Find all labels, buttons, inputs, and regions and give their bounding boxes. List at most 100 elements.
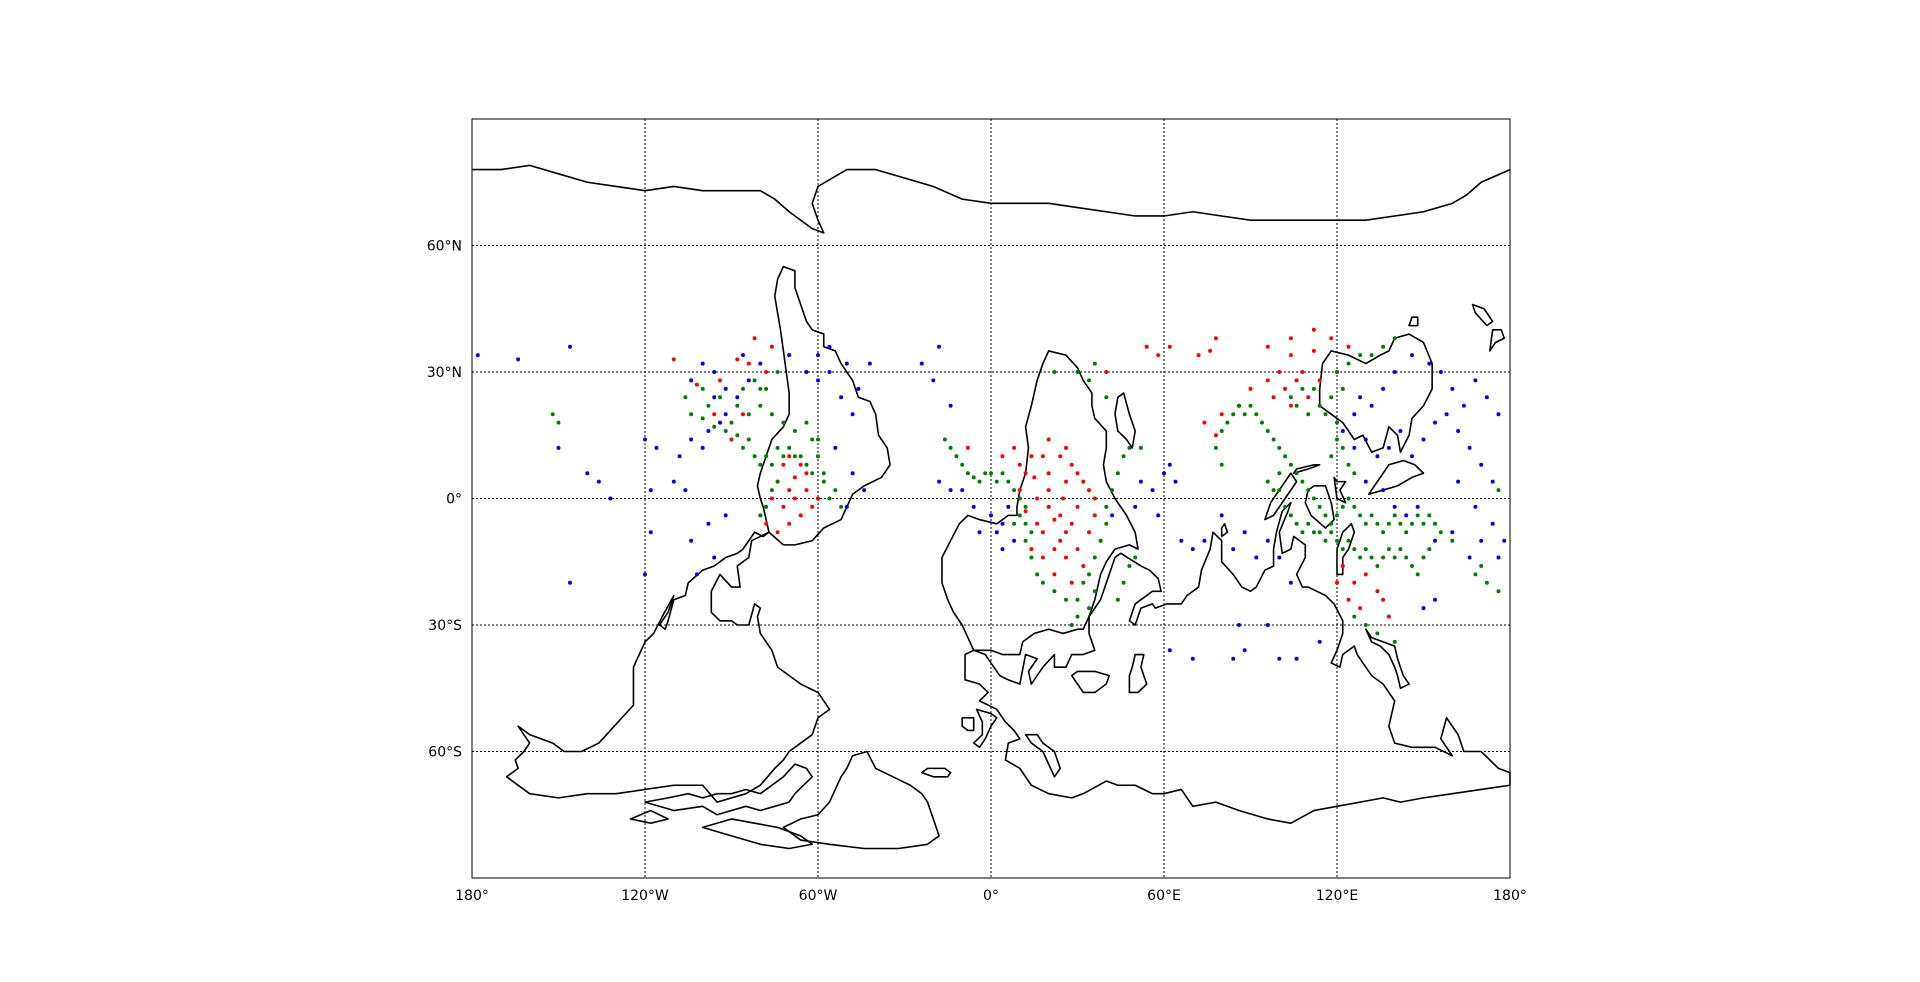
data-point [700,445,705,450]
data-point [1162,471,1166,476]
data-point [1006,504,1011,509]
data-point [1398,429,1403,433]
data-point [1202,538,1207,543]
data-point [1427,547,1432,552]
coastline-sri-lanka [1222,524,1228,537]
data-point [712,424,717,429]
data-point [1473,504,1478,509]
data-point [1438,370,1443,374]
data-point [1335,513,1339,518]
coastline-antarctica [472,165,1510,232]
data-point [1283,454,1288,459]
data-point [1496,555,1501,560]
data-point [1479,538,1484,543]
lon-tick-label: 180° [455,888,489,904]
data-point [1340,429,1345,433]
data-point [1340,504,1345,509]
data-point [1346,361,1351,366]
data-point [1484,395,1489,400]
data-point [960,462,965,467]
data-point [1144,344,1149,349]
data-point [729,420,734,425]
data-point [1110,513,1115,518]
data-point [1271,437,1276,442]
data-point [1490,521,1495,526]
data-point [937,479,942,484]
data-point [1058,513,1063,518]
data-point [1115,471,1120,476]
data-point [1329,395,1334,400]
data-point [706,403,711,408]
data-point [1271,395,1276,400]
data-point [1277,471,1282,476]
data-point [1265,479,1270,484]
data-point [965,471,970,476]
data-point [1219,462,1224,467]
data-point [1381,597,1386,602]
data-point [585,471,590,476]
data-point [1317,378,1322,383]
data-point [1381,386,1386,391]
data-point [1375,564,1380,568]
data-point [1087,378,1091,383]
data-point [1012,445,1017,450]
data-point [694,382,699,387]
data-point [1098,538,1103,543]
data-point [735,395,740,400]
data-point [752,454,757,459]
data-point [1219,513,1224,518]
data-point [1138,479,1143,484]
data-point [1029,555,1034,560]
data-point [1410,454,1414,459]
data-point [643,572,647,577]
data-point [1288,580,1293,585]
data-point [1156,353,1161,358]
data-point [1473,572,1478,577]
data-point [643,437,647,442]
data-point [1000,454,1005,459]
data-point [556,420,561,425]
data-point [775,479,780,484]
lat-tick-label: 0° [446,492,462,508]
data-point [1052,517,1057,522]
data-point [1035,572,1040,577]
data-point [1317,530,1322,535]
data-point [948,488,953,493]
data-point [1069,623,1074,627]
data-point [787,353,792,358]
data-point [1277,488,1282,493]
data-point [746,412,751,417]
data-point [1023,538,1028,543]
data-point [1023,521,1028,526]
data-point [516,357,521,362]
data-point [683,488,688,493]
data-point [1127,564,1132,568]
data-point [764,370,769,374]
coastlines [472,165,1510,848]
data-point [1450,538,1455,543]
data-point [1346,538,1351,543]
data-point [1277,445,1282,450]
data-point [781,420,786,425]
data-point [787,445,792,450]
lon-tick-label: 120°E [1316,888,1359,904]
data-point [1398,521,1403,526]
data-point [556,445,561,450]
data-point [1381,488,1386,493]
lat-tick-label: 60°N [427,239,462,255]
data-point [596,479,601,484]
data-point [723,412,728,417]
data-point [741,445,745,450]
data-point [1456,429,1461,433]
lat-tick-label: 30°S [428,618,462,634]
data-point [1087,530,1091,535]
data-point [1340,564,1345,568]
data-point [1427,361,1432,366]
data-point [1433,420,1437,425]
data-point [683,395,688,400]
data-point [1404,513,1409,518]
data-point [919,361,924,366]
data-point [1450,386,1455,391]
data-point [1040,580,1045,585]
data-point [844,361,849,366]
